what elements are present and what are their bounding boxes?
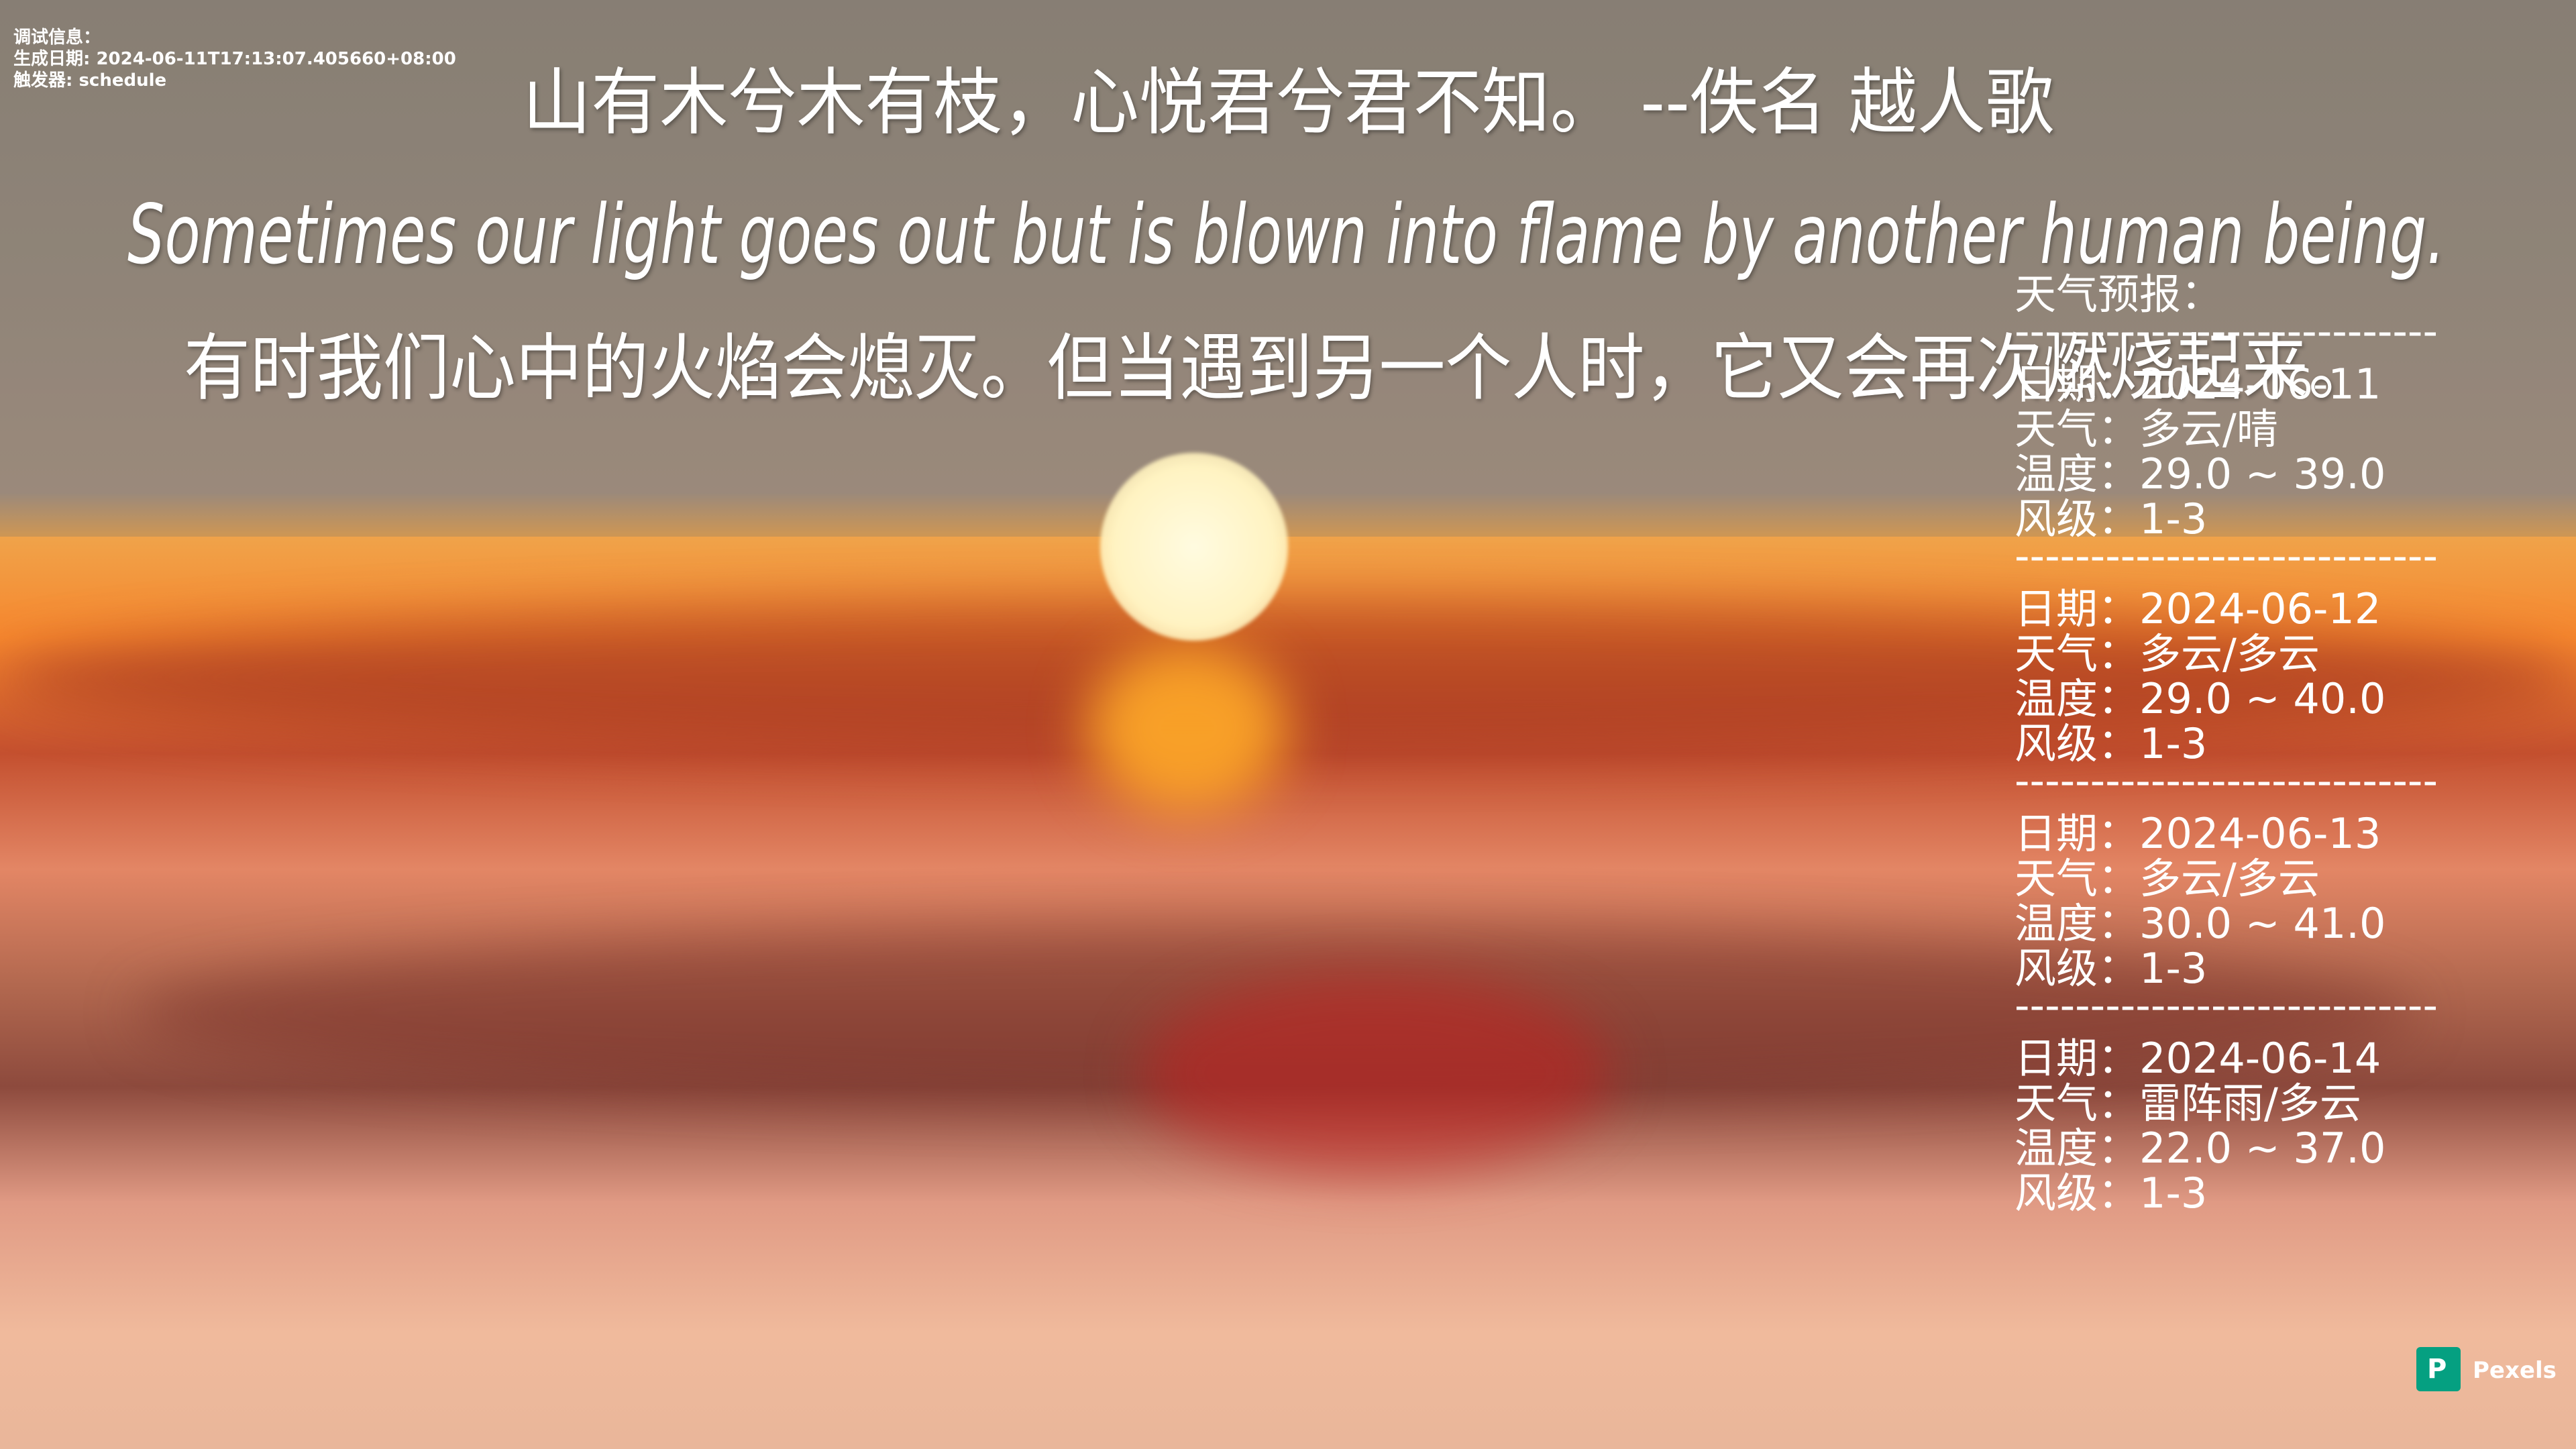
watermark: Pexels xyxy=(2473,1357,2557,1384)
bg-band xyxy=(1140,973,1610,1174)
debug-info: 调试信息： 生成日期: 2024-06-11T17:13:07.405660+0… xyxy=(13,27,456,91)
bg-band xyxy=(0,604,2576,751)
debug-title: 调试信息： xyxy=(13,27,101,48)
weather-weather: 天气：雷阵雨/多云 xyxy=(2015,1079,2361,1128)
weather-forecast: 天气预报： ----------------------------日期：202… xyxy=(2015,270,2438,1218)
weather-temperature: 温度：29.0 ~ 39.0 xyxy=(2015,449,2385,498)
weather-weather: 天气：多云/多云 xyxy=(2015,854,2320,903)
sun xyxy=(1100,453,1288,641)
weather-temperature: 温度：29.0 ~ 40.0 xyxy=(2015,674,2385,723)
weather-wind: 风级：1-3 xyxy=(2015,944,2207,993)
quote-chinese: 山有木兮木有枝，心悦君兮君不知。 --佚名 越人歌 xyxy=(523,61,2054,145)
debug-trigger: 触发器: schedule xyxy=(13,70,166,91)
weather-temperature: 温度：22.0 ~ 37.0 xyxy=(2015,1124,2385,1173)
quote: 山有木兮木有枝，心悦君兮君不知。 --佚名 越人歌 Sometimes our … xyxy=(127,61,2445,411)
pexels-logo xyxy=(2416,1347,2461,1391)
weather-date: 日期：2024-06-12 xyxy=(2015,584,2381,633)
debug-generated: 生成日期: 2024-06-11T17:13:07.405660+08:00 xyxy=(13,49,456,69)
weather-wind: 风级：1-3 xyxy=(2015,1169,2207,1218)
weather-wind: 风级：1-3 xyxy=(2015,719,2207,768)
weather-date: 日期：2024-06-13 xyxy=(2015,809,2381,858)
weather-wind: 风级：1-3 xyxy=(2015,494,2207,543)
separator: ---------------------------- xyxy=(2015,756,2438,805)
separator: ---------------------------- xyxy=(2015,531,2438,580)
weather-weather: 天气：多云/多云 xyxy=(2015,629,2320,678)
quote-translation: 有时我们心中的火焰会熄灭。但当遇到另一个人时，它又会再次燃烧起来。 xyxy=(184,327,2375,411)
weather-temperature: 温度：30.0 ~ 41.0 xyxy=(2015,899,2385,948)
sun-reflection xyxy=(1087,644,1288,812)
separator: ---------------------------- xyxy=(2015,307,2438,356)
quote-english: Sometimes our light goes out but is blow… xyxy=(127,187,2445,282)
weather-title: 天气预报： xyxy=(2015,270,2222,319)
pexels-logo-letter: P xyxy=(2427,1354,2447,1385)
weather-date: 日期：2024-06-14 xyxy=(2015,1034,2381,1083)
separator: ---------------------------- xyxy=(2015,981,2438,1030)
top-overlay xyxy=(0,0,2576,537)
weather-weather: 天气：多云/晴 xyxy=(2015,405,2278,453)
weather-date: 日期：2024-06-11 xyxy=(2015,360,2381,409)
